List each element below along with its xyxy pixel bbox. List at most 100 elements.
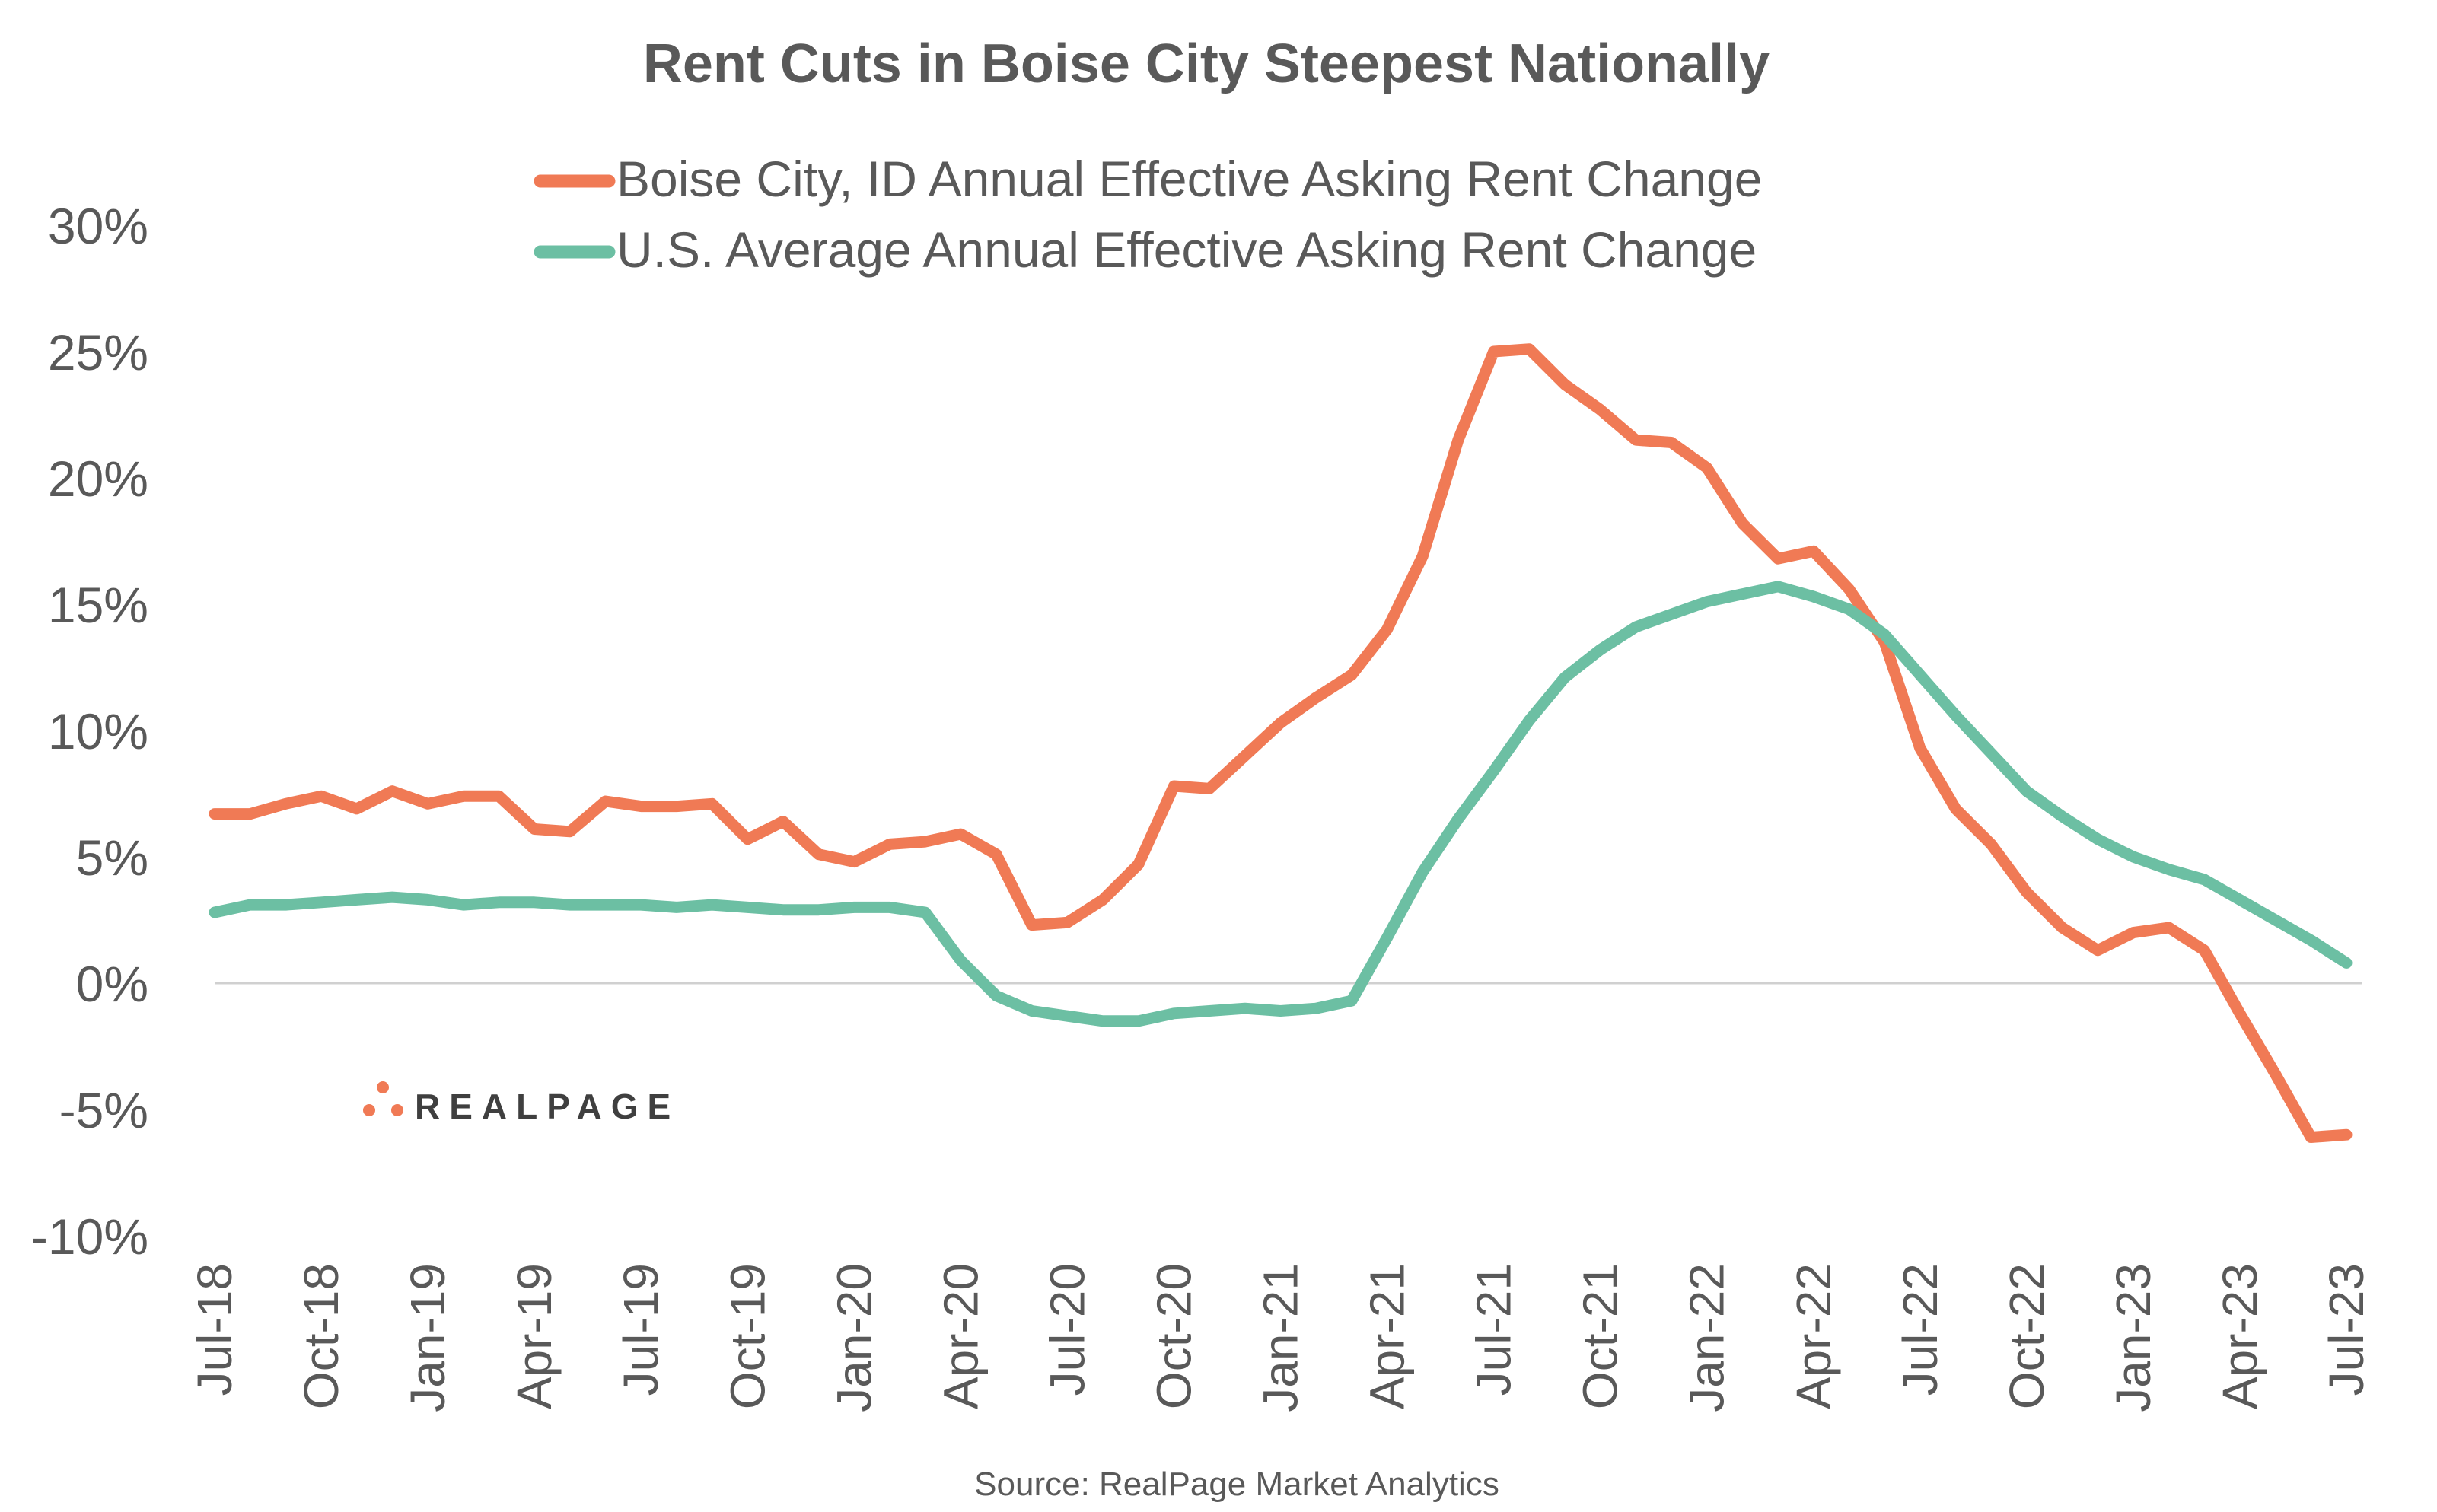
data-point — [1457, 439, 1459, 441]
data-point — [1138, 1020, 1139, 1022]
data-point — [1174, 1013, 1175, 1014]
data-point — [1315, 1007, 1317, 1009]
data-point — [1351, 1000, 1352, 1001]
data-point — [569, 904, 571, 906]
data-point — [996, 995, 997, 997]
logo-dot-right — [391, 1104, 403, 1116]
data-point — [1706, 601, 1708, 603]
data-point — [2310, 1137, 2311, 1138]
y-tick-label: 10% — [48, 703, 148, 759]
data-point — [676, 906, 677, 908]
data-point — [1777, 558, 1779, 559]
data-point — [499, 902, 500, 903]
data-point — [782, 821, 784, 823]
data-point — [640, 806, 642, 807]
line-us — [209, 581, 2353, 1027]
legend-label-boise: Boise City, ID Annual Effective Asking R… — [616, 151, 1762, 207]
logo-dot-top — [377, 1081, 389, 1093]
data-point — [1102, 899, 1104, 900]
y-tick-label: 0% — [76, 956, 148, 1012]
data-point — [2026, 791, 2028, 792]
data-point — [1066, 1015, 1068, 1017]
data-point — [356, 808, 358, 810]
data-point — [1564, 384, 1566, 385]
realpage-logo: REALPAGE — [363, 1081, 671, 1126]
data-point — [214, 912, 215, 913]
data-point — [356, 899, 358, 900]
data-point — [889, 843, 890, 845]
x-tick-label: Oct-19 — [720, 1263, 775, 1409]
x-tick-label: Jan-19 — [400, 1263, 455, 1412]
data-point — [818, 854, 820, 855]
y-axis: -10% -5% 0% 5% 10% 15% 20% 25% 30% — [31, 198, 148, 1265]
data-point — [1528, 349, 1530, 350]
x-tick-label: Apr-23 — [2212, 1263, 2267, 1409]
data-point — [1209, 1011, 1210, 1012]
data-point — [2203, 950, 2205, 951]
x-tick-label: Oct-20 — [1146, 1263, 1201, 1409]
data-point — [1564, 676, 1566, 678]
data-point — [534, 829, 535, 830]
data-point — [1848, 588, 1849, 590]
data-point — [1635, 439, 1636, 441]
data-point — [1031, 925, 1033, 926]
y-tick-label: 25% — [48, 324, 148, 380]
legend: Boise City, ID Annual Effective Asking R… — [534, 151, 1762, 278]
data-point — [2133, 856, 2134, 858]
data-point — [1244, 755, 1246, 756]
data-point — [1280, 722, 1282, 724]
data-point — [782, 909, 784, 911]
data-point — [2168, 869, 2170, 871]
data-point — [285, 803, 286, 804]
data-point — [1777, 586, 1779, 587]
data-point — [2026, 892, 2028, 893]
data-point — [712, 904, 713, 906]
data-point — [534, 902, 535, 903]
data-point — [1422, 555, 1423, 557]
data-point — [569, 831, 571, 832]
data-point — [427, 899, 428, 900]
data-point — [889, 906, 890, 908]
data-point — [2133, 932, 2134, 934]
data-point — [1706, 467, 1708, 469]
x-tick-label: Apr-21 — [1360, 1263, 1415, 1409]
data-point — [1813, 550, 1814, 552]
series-us — [209, 581, 2353, 1027]
x-tick-label: Jan-22 — [1680, 1263, 1735, 1412]
x-tick-label: Apr-20 — [933, 1263, 988, 1409]
data-point — [214, 813, 215, 815]
data-point — [747, 839, 748, 840]
data-point — [640, 904, 642, 906]
data-point — [676, 806, 677, 807]
data-point — [1244, 1007, 1246, 1009]
logo-dot-left — [363, 1104, 375, 1116]
data-point — [320, 902, 322, 903]
data-point — [1387, 629, 1388, 630]
data-point — [499, 795, 500, 797]
data-point — [960, 960, 961, 961]
x-tick-label: Oct-21 — [1573, 1263, 1628, 1409]
data-point — [250, 904, 251, 906]
x-tick-label: Jul-20 — [1040, 1263, 1094, 1396]
data-point — [1919, 747, 1921, 749]
x-tick-label: Jul-18 — [187, 1263, 242, 1396]
x-tick-label: Jul-21 — [1467, 1263, 1521, 1396]
data-point — [2275, 1074, 2276, 1075]
data-point — [2239, 899, 2241, 900]
data-point — [605, 801, 607, 802]
data-point — [391, 791, 393, 792]
data-point — [1066, 922, 1068, 923]
data-point — [1387, 937, 1388, 938]
data-point — [2310, 940, 2311, 941]
data-point — [2346, 1134, 2347, 1135]
y-tick-label: 5% — [76, 829, 148, 886]
source-note: Source: RealPage Market Analytics — [974, 1466, 1499, 1503]
data-point — [1174, 785, 1175, 787]
data-point — [853, 906, 855, 908]
x-tick-label: Jul-19 — [613, 1263, 668, 1396]
x-tick-label: Jan-23 — [2106, 1263, 2161, 1412]
series-boise — [209, 343, 2353, 1143]
data-point — [463, 795, 464, 797]
data-point — [1600, 649, 1601, 651]
x-tick-label: Jul-23 — [2319, 1263, 2374, 1396]
